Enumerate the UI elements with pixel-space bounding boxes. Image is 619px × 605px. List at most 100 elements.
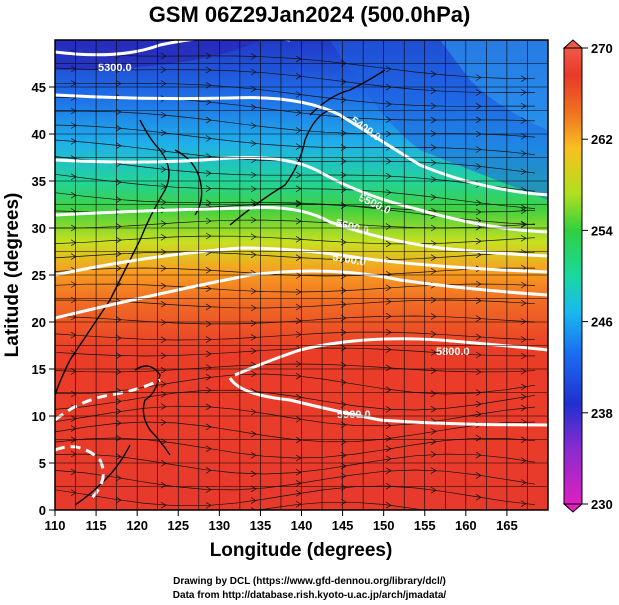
streamline-arrow bbox=[520, 404, 527, 412]
streamline-arrow bbox=[430, 405, 437, 413]
streamline-arrow bbox=[475, 199, 482, 207]
streamline-arrow bbox=[295, 171, 302, 179]
streamline-arrow bbox=[115, 408, 122, 415]
streamline-arrow bbox=[115, 124, 122, 132]
streamline-arrow bbox=[250, 347, 257, 355]
streamline-arrow bbox=[475, 116, 482, 124]
streamline-arrow bbox=[205, 423, 212, 431]
streamline-arrow bbox=[295, 200, 302, 208]
streamline-arrow bbox=[521, 519, 526, 525]
streamline-arrow bbox=[520, 336, 527, 343]
contour-label-5300: 5300.0 bbox=[98, 62, 132, 74]
streamline-arrow bbox=[385, 116, 392, 123]
streamline-arrow bbox=[205, 135, 212, 142]
streamline-arrow bbox=[520, 383, 527, 391]
streamline-arrow bbox=[115, 196, 122, 204]
streamline-arrow bbox=[295, 489, 302, 497]
streamline-arrow bbox=[250, 251, 257, 259]
streamline-arrow bbox=[520, 318, 527, 325]
streamline-arrow bbox=[70, 331, 77, 339]
streamline-arrow bbox=[475, 451, 482, 459]
streamline bbox=[55, 421, 536, 443]
x-tick-label: 110 bbox=[45, 518, 66, 533]
colorbar-tick-label: 246 bbox=[591, 315, 613, 330]
streamline-arrow bbox=[250, 287, 257, 295]
streamline-arrow bbox=[430, 428, 437, 435]
streamline-arrow bbox=[385, 445, 392, 453]
streamline-arrow bbox=[430, 486, 437, 494]
streamline-arrow bbox=[205, 364, 212, 371]
streamline-arrow bbox=[520, 207, 527, 215]
streamline-arrow bbox=[160, 419, 167, 426]
streamline-arrow bbox=[385, 65, 392, 73]
credit-drawing: Drawing by DCL (https://www.gfd-dennou.o… bbox=[173, 576, 446, 587]
streamline-arrow bbox=[250, 485, 257, 493]
streamline-arrow bbox=[205, 169, 212, 177]
streamline-arrow bbox=[160, 52, 167, 60]
streamline-arrow bbox=[160, 264, 167, 272]
streamline-arrow bbox=[115, 352, 122, 360]
streamline-arrow bbox=[70, 191, 77, 199]
x-tick-label: 150 bbox=[373, 518, 395, 533]
streamline bbox=[55, 251, 536, 261]
streamline-arrow bbox=[430, 451, 437, 458]
streamline-arrow bbox=[205, 403, 212, 411]
streamline-arrow bbox=[250, 430, 257, 438]
streamline-arrow bbox=[250, 451, 257, 459]
streamline-arrow bbox=[475, 493, 482, 501]
y-tick-label: 10 bbox=[32, 409, 46, 424]
streamline-arrow bbox=[520, 352, 527, 360]
streamline-arrow bbox=[430, 116, 437, 124]
streamline-arrow bbox=[385, 100, 392, 108]
streamline bbox=[55, 437, 536, 459]
coastline-borneo bbox=[74, 444, 131, 506]
streamline-arrow bbox=[430, 70, 437, 78]
streamline-arrow bbox=[295, 303, 302, 311]
streamline-arrow bbox=[70, 253, 77, 260]
lat-lon-grid bbox=[55, 40, 548, 510]
streamline-arrow bbox=[250, 319, 257, 327]
streamline-arrow bbox=[430, 467, 437, 474]
streamline-arrow bbox=[115, 434, 122, 442]
plot-area: 5300.0 5400.0 5500.0 5600.0 5700.0 5800.… bbox=[55, 40, 548, 525]
streamline-arrow bbox=[160, 111, 167, 119]
streamline-arrow bbox=[205, 266, 212, 274]
contour-line-5700 bbox=[55, 246, 548, 277]
streamline-arrow bbox=[430, 296, 437, 304]
streamline-arrow bbox=[115, 419, 122, 427]
streamline bbox=[55, 363, 536, 373]
y-tick-label: 5 bbox=[39, 456, 46, 471]
y-tick-label: 15 bbox=[32, 362, 46, 377]
streamline-arrow bbox=[160, 233, 167, 241]
streamline-arrow bbox=[385, 328, 392, 336]
streamline-arrow bbox=[295, 127, 302, 134]
streamline-arrow bbox=[205, 232, 212, 240]
y-tick-label: 25 bbox=[32, 268, 46, 283]
streamline-arrow bbox=[385, 467, 392, 475]
credit-data-source: Data from http://database.rish.kyoto-u.a… bbox=[172, 590, 447, 601]
streamline-arrow bbox=[70, 137, 77, 145]
streamline-arrow bbox=[205, 445, 212, 453]
streamline-arrow bbox=[160, 501, 167, 509]
streamline-arrow bbox=[295, 199, 302, 207]
streamline bbox=[55, 373, 536, 395]
colorbar-tick-label: 238 bbox=[591, 406, 613, 421]
y-axis-label: Latitude (degrees) bbox=[2, 193, 23, 358]
streamline-arrow bbox=[520, 75, 527, 83]
streamline-arrow bbox=[385, 205, 392, 212]
x-tick-label: 130 bbox=[208, 518, 230, 533]
streamline-arrow bbox=[475, 89, 482, 96]
streamline-arrow bbox=[70, 107, 77, 115]
contour-label-5700: 5700.0 bbox=[331, 251, 366, 269]
streamline-arrow bbox=[205, 303, 212, 311]
streamline-arrow bbox=[295, 360, 302, 368]
streamline-arrow bbox=[160, 220, 167, 227]
height-contours bbox=[55, 40, 548, 502]
streamline-arrow bbox=[520, 204, 527, 212]
streamline-arrow bbox=[115, 178, 122, 186]
streamline-arrow bbox=[205, 502, 212, 509]
streamline-arrow bbox=[115, 496, 122, 504]
streamline-arrow bbox=[295, 393, 302, 401]
streamline-arrow bbox=[430, 102, 437, 110]
streamline bbox=[55, 110, 536, 138]
